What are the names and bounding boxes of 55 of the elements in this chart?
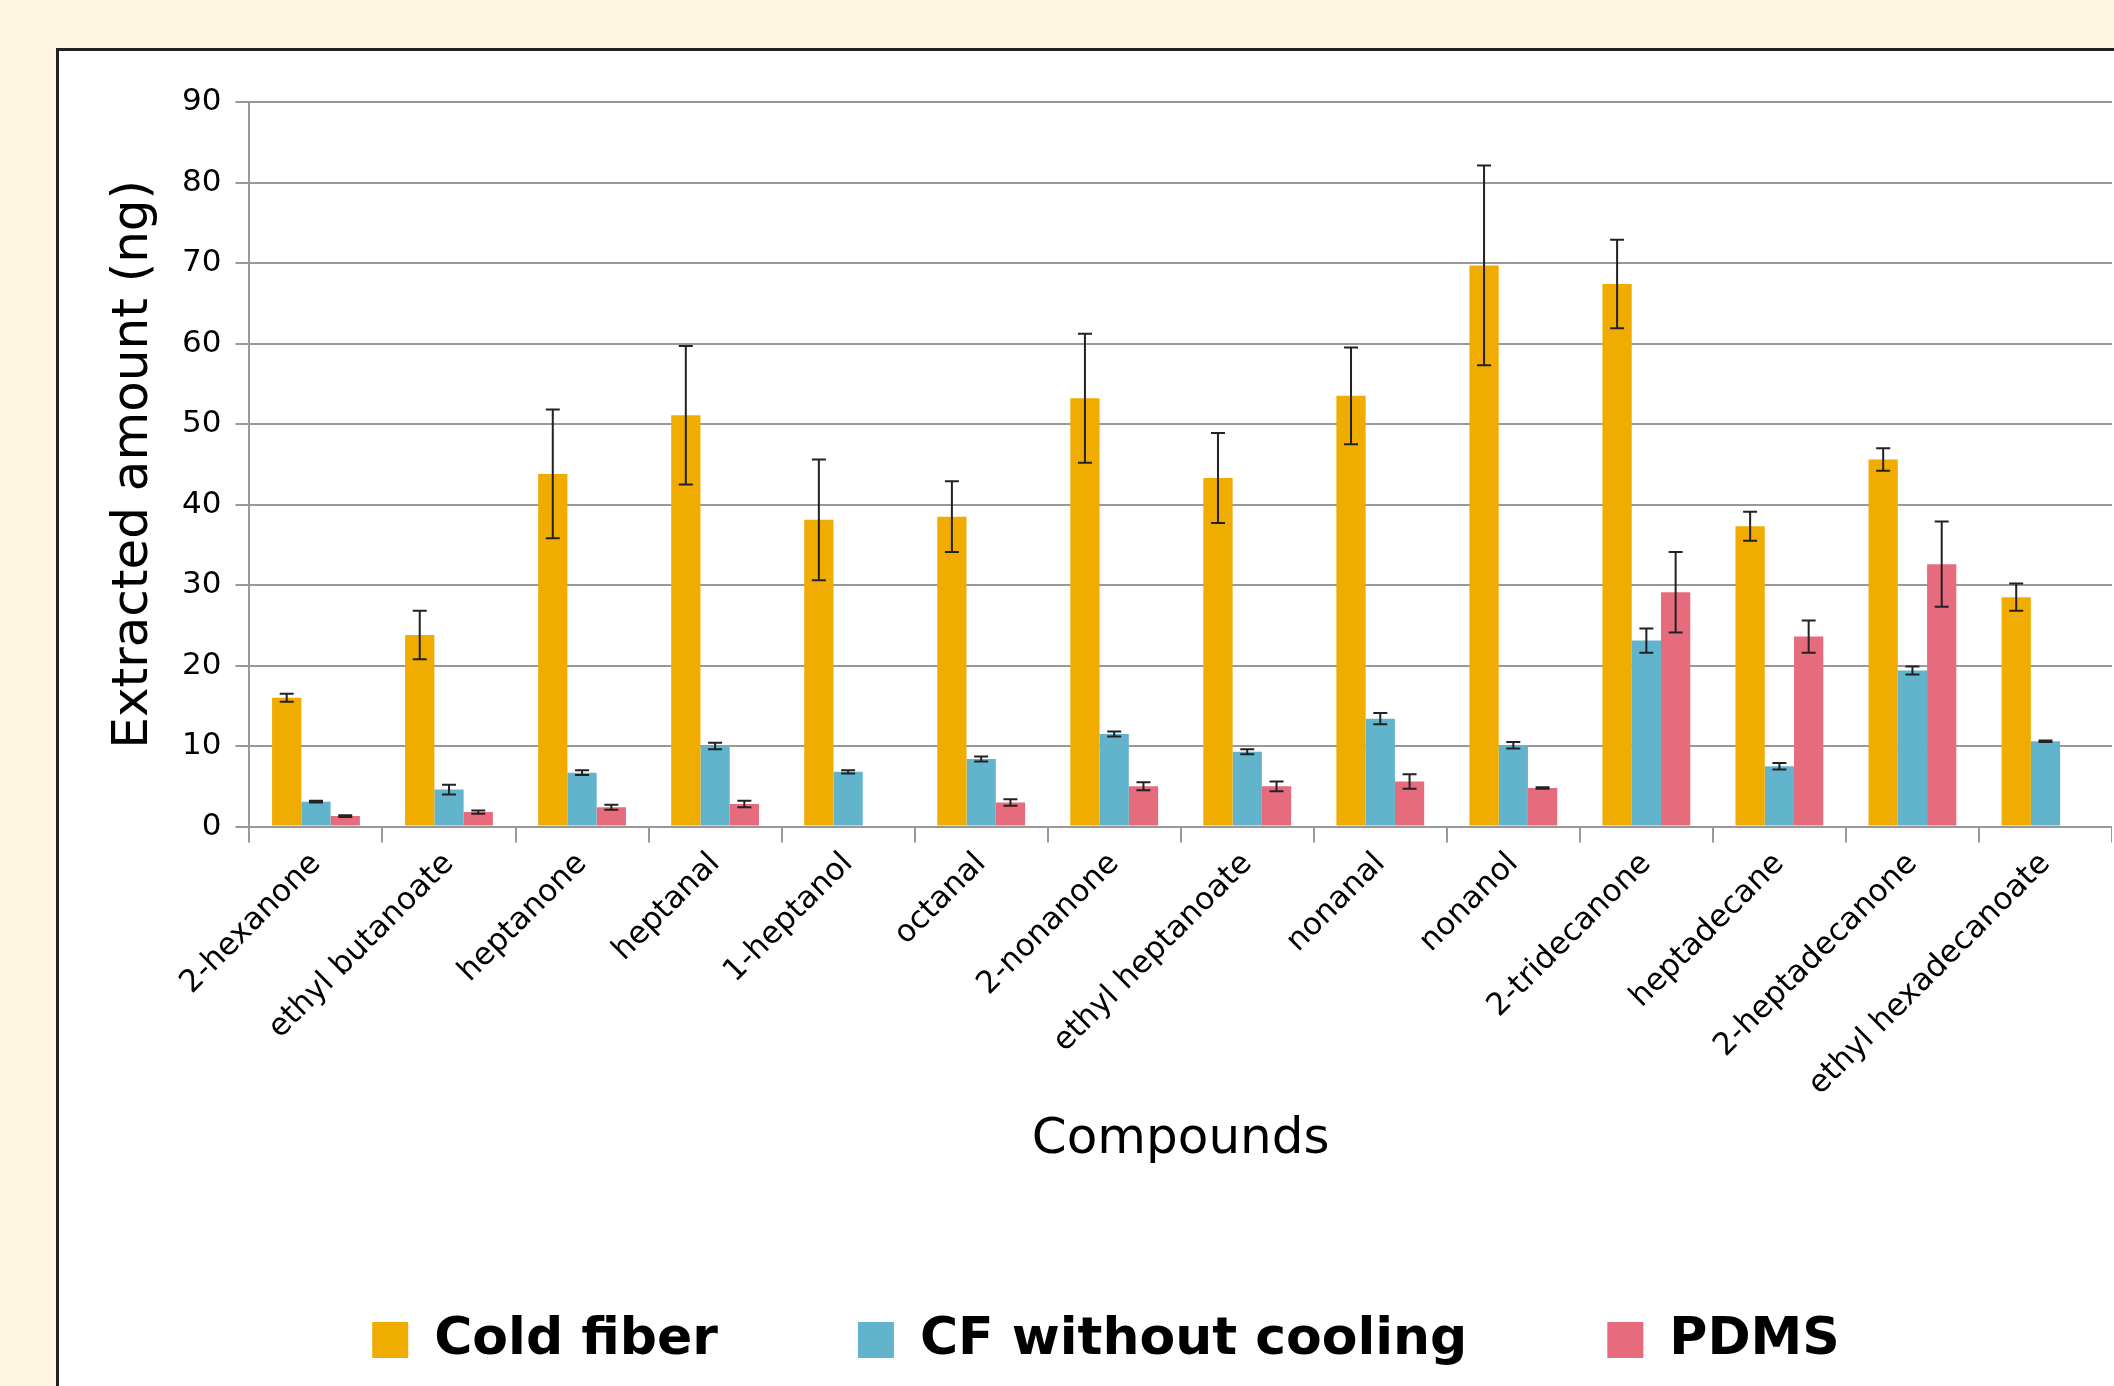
legend-label: Cold fiber bbox=[434, 1305, 719, 1366]
bar bbox=[700, 746, 730, 826]
y-tick-label: 10 bbox=[181, 725, 222, 762]
bar bbox=[1128, 786, 1159, 826]
y-tick-label: 50 bbox=[181, 403, 222, 440]
bar bbox=[1661, 592, 1691, 826]
bar bbox=[1394, 781, 1425, 826]
bar bbox=[1365, 718, 1395, 826]
bar bbox=[2001, 597, 2031, 826]
y-tick-label: 70 bbox=[181, 242, 222, 279]
bar bbox=[434, 789, 464, 826]
bar bbox=[1602, 283, 1632, 826]
bar bbox=[1735, 526, 1765, 826]
bar bbox=[995, 802, 1026, 826]
bar bbox=[1868, 459, 1898, 826]
bar bbox=[804, 519, 834, 826]
y-tick-label: 0 bbox=[201, 805, 222, 842]
bar bbox=[1070, 398, 1100, 826]
bar bbox=[1203, 477, 1233, 826]
bar bbox=[2030, 741, 2061, 826]
bar bbox=[937, 516, 967, 826]
bar bbox=[1897, 670, 1928, 826]
bar bbox=[1794, 636, 1824, 826]
bar bbox=[1099, 734, 1129, 826]
y-tick-label: 90 bbox=[181, 81, 222, 118]
y-tick-label: 40 bbox=[181, 483, 222, 520]
bar bbox=[1261, 786, 1292, 826]
bar bbox=[1336, 395, 1366, 826]
y-tick-label: 30 bbox=[181, 564, 222, 601]
bar bbox=[1498, 745, 1528, 826]
bar bbox=[1232, 751, 1262, 826]
bar bbox=[833, 771, 863, 826]
bar bbox=[301, 801, 331, 826]
bar bbox=[1764, 766, 1795, 826]
y-axis-title: Extracted amount (ng) bbox=[100, 179, 159, 749]
y-tick-label: 80 bbox=[181, 161, 222, 198]
y-tick-label: 60 bbox=[181, 322, 222, 359]
bar bbox=[966, 758, 996, 826]
bar bbox=[596, 807, 626, 826]
bar bbox=[1631, 640, 1661, 826]
bar bbox=[1527, 787, 1558, 826]
x-axis-title: Compounds bbox=[1031, 1106, 1330, 1165]
legend-label: PDMS bbox=[1669, 1305, 1840, 1366]
bar bbox=[1469, 265, 1499, 826]
bar bbox=[538, 473, 568, 826]
bar bbox=[405, 634, 435, 826]
bar bbox=[567, 772, 597, 826]
bar bbox=[272, 697, 302, 826]
bar bbox=[1927, 564, 1957, 826]
y-tick-label: 20 bbox=[181, 644, 222, 681]
legend-label: CF without cooling bbox=[919, 1305, 1468, 1366]
bar bbox=[330, 816, 360, 826]
bar bbox=[671, 415, 701, 826]
bar bbox=[729, 804, 759, 826]
bar bbox=[463, 812, 493, 826]
